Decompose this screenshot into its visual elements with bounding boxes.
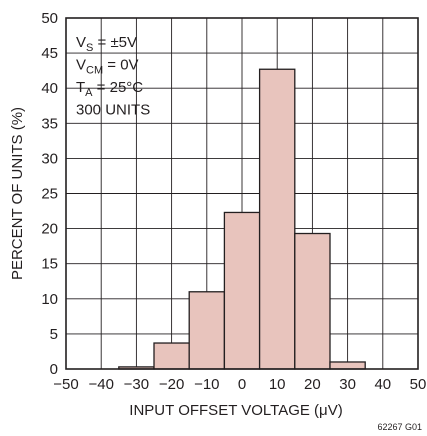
x-tick-label: 30 [339,376,356,393]
x-tick-label: −30 [124,376,149,393]
histogram-bar [188,291,226,370]
condition-line: TA = 25°C [76,79,143,99]
y-tick-label: 30 [41,150,58,167]
x-axis-title: INPUT OFFSET VOLTAGE (μV) [129,402,342,419]
histogram-bar [294,232,331,370]
histogram-bar [258,68,296,370]
histogram-bar [329,361,366,370]
y-tick-label: 25 [41,186,58,203]
y-tick-label: 50 [41,10,58,27]
condition-line: 300 UNITS [76,102,150,119]
y-tick-label: 40 [41,80,58,97]
condition-line: VS = ±5V [76,34,137,54]
x-tick-label: 40 [374,376,391,393]
x-tick-label: 50 [410,376,427,393]
condition-line: VCM = 0V [76,57,139,77]
y-tick-label: 35 [41,115,58,132]
figure-code: 62267 G01 [377,422,422,432]
y-tick-label: 15 [41,256,58,273]
x-tick-label: 0 [238,376,246,393]
x-tick-label: −10 [194,376,219,393]
histogram-bar [153,342,190,370]
x-tick-labels: −50 −40 −30 −20 −10 0 10 20 30 40 50 [53,376,426,393]
x-tick-label: −50 [53,376,78,393]
y-tick-label: 10 [41,291,58,308]
y-tick-label: 45 [41,45,58,62]
x-tick-label: 20 [304,376,321,393]
y-tick-label: 20 [41,221,58,238]
y-axis-title: PERCENT OF UNITS (%) [9,107,26,280]
y-tick-label: 0 [50,361,58,378]
x-tick-label: −40 [88,376,113,393]
histogram-bars [118,68,366,370]
y-tick-label: 5 [50,326,58,343]
x-tick-label: 10 [269,376,286,393]
y-tick-labels: 0 5 10 15 20 25 30 35 40 45 50 [41,10,58,378]
plot-frame [65,17,419,370]
x-tick-label: −20 [159,376,184,393]
histogram-bar [223,211,261,370]
